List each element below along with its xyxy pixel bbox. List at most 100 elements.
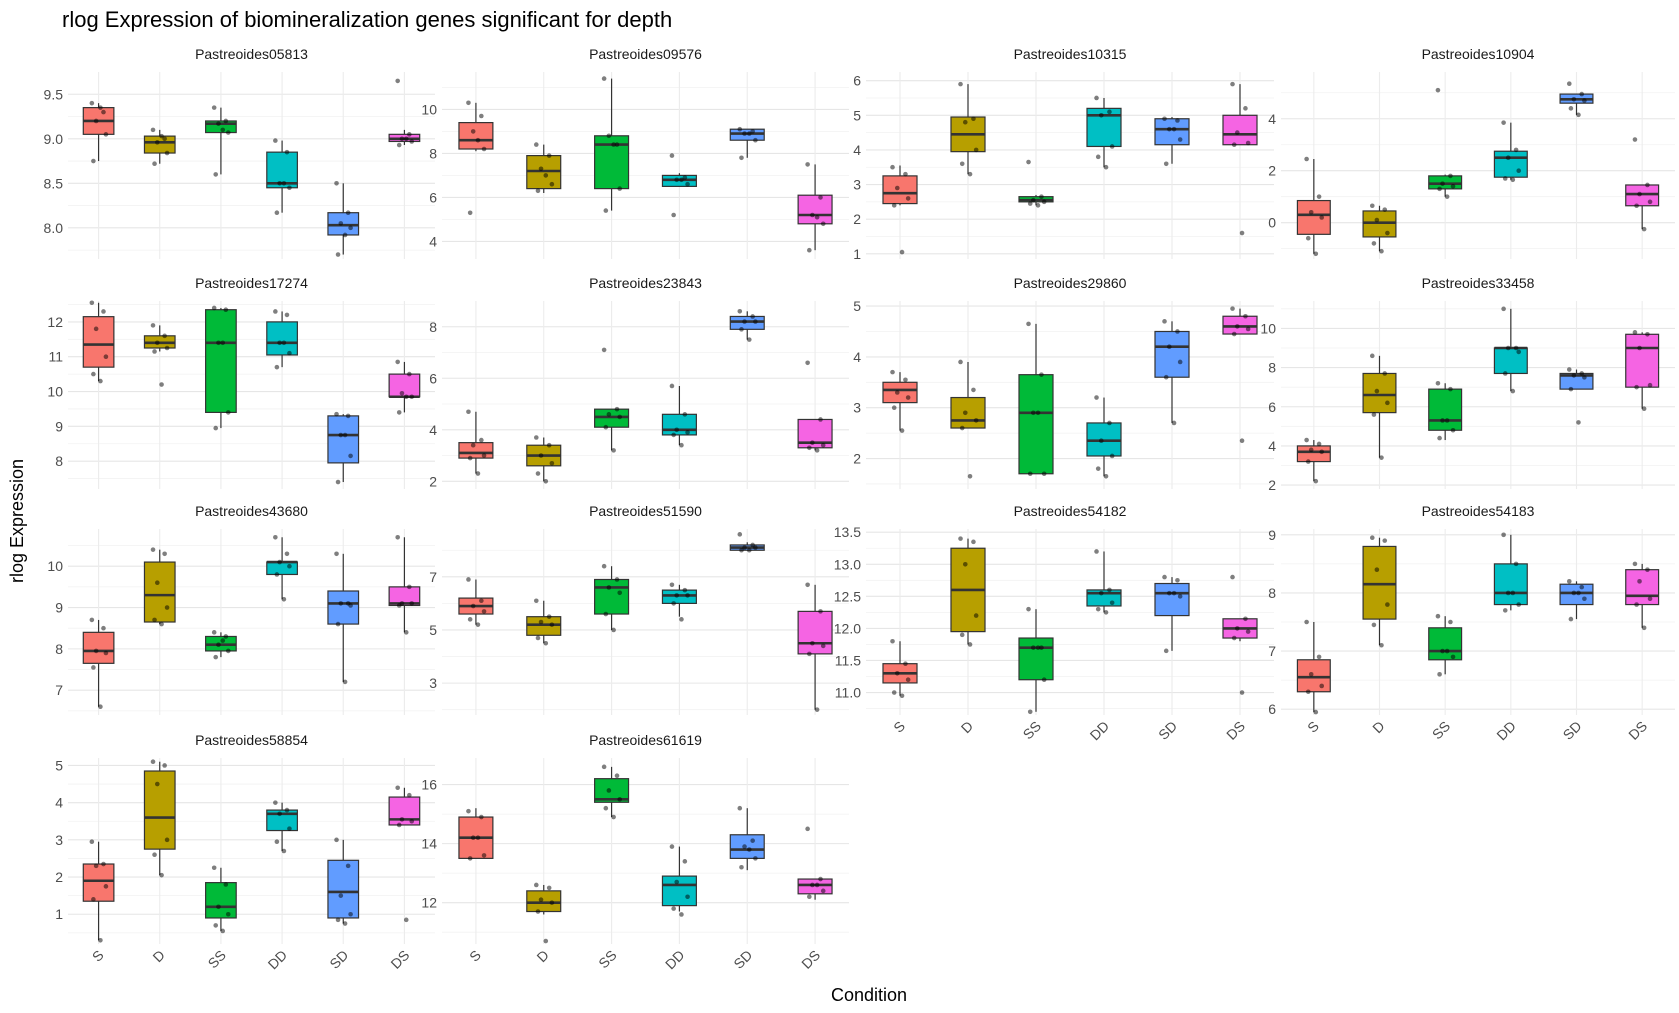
data-point [277, 559, 282, 565]
data-point [1163, 161, 1169, 167]
data-point [606, 133, 612, 139]
data-point [679, 177, 684, 183]
data-point [91, 371, 96, 377]
data-point [905, 677, 911, 683]
data-point [971, 116, 976, 122]
data-point [682, 587, 688, 593]
data-point [1171, 126, 1177, 132]
data-point [669, 153, 675, 158]
x-axis-title: Condition [831, 985, 907, 1005]
data-point [1094, 395, 1099, 400]
box-ds [797, 878, 833, 895]
data-point [103, 354, 109, 360]
data-point [1371, 241, 1377, 246]
data-point [820, 643, 826, 649]
data-point [334, 551, 339, 557]
x-tick-label: S [466, 947, 484, 965]
data-point [1582, 98, 1587, 103]
facet-panel: Pastreoides10904 0 2 4 [1268, 46, 1675, 259]
data-point [742, 319, 747, 324]
data-point [479, 814, 484, 820]
data-point [899, 693, 905, 699]
data-point [671, 212, 676, 218]
data-point [685, 894, 690, 900]
box-dd [1493, 347, 1528, 375]
y-tick-label: 4 [55, 795, 63, 811]
data-point [1239, 690, 1245, 695]
y-tick-label: 8 [429, 145, 437, 161]
y-tick-label: 8 [429, 319, 437, 335]
box-ss [205, 120, 237, 134]
data-point [335, 479, 341, 485]
data-point [603, 611, 609, 617]
data-point [98, 937, 103, 943]
data-point [669, 383, 675, 389]
data-point [1175, 578, 1180, 583]
data-point [338, 432, 344, 438]
data-point [152, 617, 157, 623]
data-point [213, 923, 219, 928]
data-point [1095, 154, 1101, 160]
data-point [403, 136, 409, 142]
y-tick-label: 4 [853, 349, 861, 365]
data-point [216, 642, 221, 648]
data-point [1230, 306, 1235, 311]
data-point [1371, 412, 1377, 417]
data-point [606, 585, 612, 590]
data-point [890, 164, 895, 170]
data-point [601, 563, 607, 569]
data-point [338, 893, 344, 898]
x-tick-label: DD [1493, 718, 1519, 744]
data-point [535, 909, 541, 914]
data-point [746, 547, 752, 553]
data-point [679, 617, 684, 622]
data-point [1103, 610, 1109, 615]
data-point [1162, 574, 1167, 580]
data-point [1109, 144, 1115, 149]
data-point [962, 410, 968, 416]
data-point [98, 105, 103, 110]
data-point [1094, 95, 1099, 101]
data-point [1098, 438, 1104, 444]
data-point [1641, 226, 1647, 232]
data-point [338, 221, 344, 226]
data-point [1305, 235, 1311, 241]
data-point [807, 247, 812, 253]
box-dd [661, 589, 697, 604]
data-point [342, 432, 348, 438]
box-ss [1018, 374, 1054, 475]
data-point [967, 473, 973, 479]
facet-strip-label: Pastreoides54183 [1422, 503, 1535, 519]
data-point [225, 648, 231, 654]
data-point [1501, 532, 1506, 538]
data-point [671, 601, 676, 606]
data-point [962, 561, 968, 567]
data-point [742, 131, 747, 136]
data-point [958, 359, 963, 365]
data-point [1030, 645, 1036, 650]
data-point [1316, 654, 1322, 660]
data-point [159, 382, 164, 387]
y-tick-label: 2 [55, 869, 63, 885]
box-ds [797, 610, 833, 655]
data-point [1308, 209, 1314, 215]
box-ss [594, 778, 630, 803]
data-point [1510, 177, 1516, 183]
data-point [93, 118, 99, 124]
data-point [152, 852, 157, 858]
box-s [1296, 659, 1331, 693]
facet-panels: Pastreoides058138.08.59.09.5Pastreoides0… [44, 46, 1675, 972]
data-point [671, 432, 676, 438]
y-tick-label: 14 [421, 836, 437, 852]
data-point [475, 471, 481, 476]
data-point [890, 369, 895, 375]
data-point [682, 859, 688, 864]
data-point [1369, 203, 1375, 209]
box-ss [205, 309, 237, 414]
data-point [1107, 109, 1112, 115]
data-point [220, 127, 226, 133]
data-point [742, 844, 747, 849]
y-tick-label: 8 [55, 453, 63, 469]
data-point [818, 195, 823, 200]
data-point [538, 619, 544, 625]
